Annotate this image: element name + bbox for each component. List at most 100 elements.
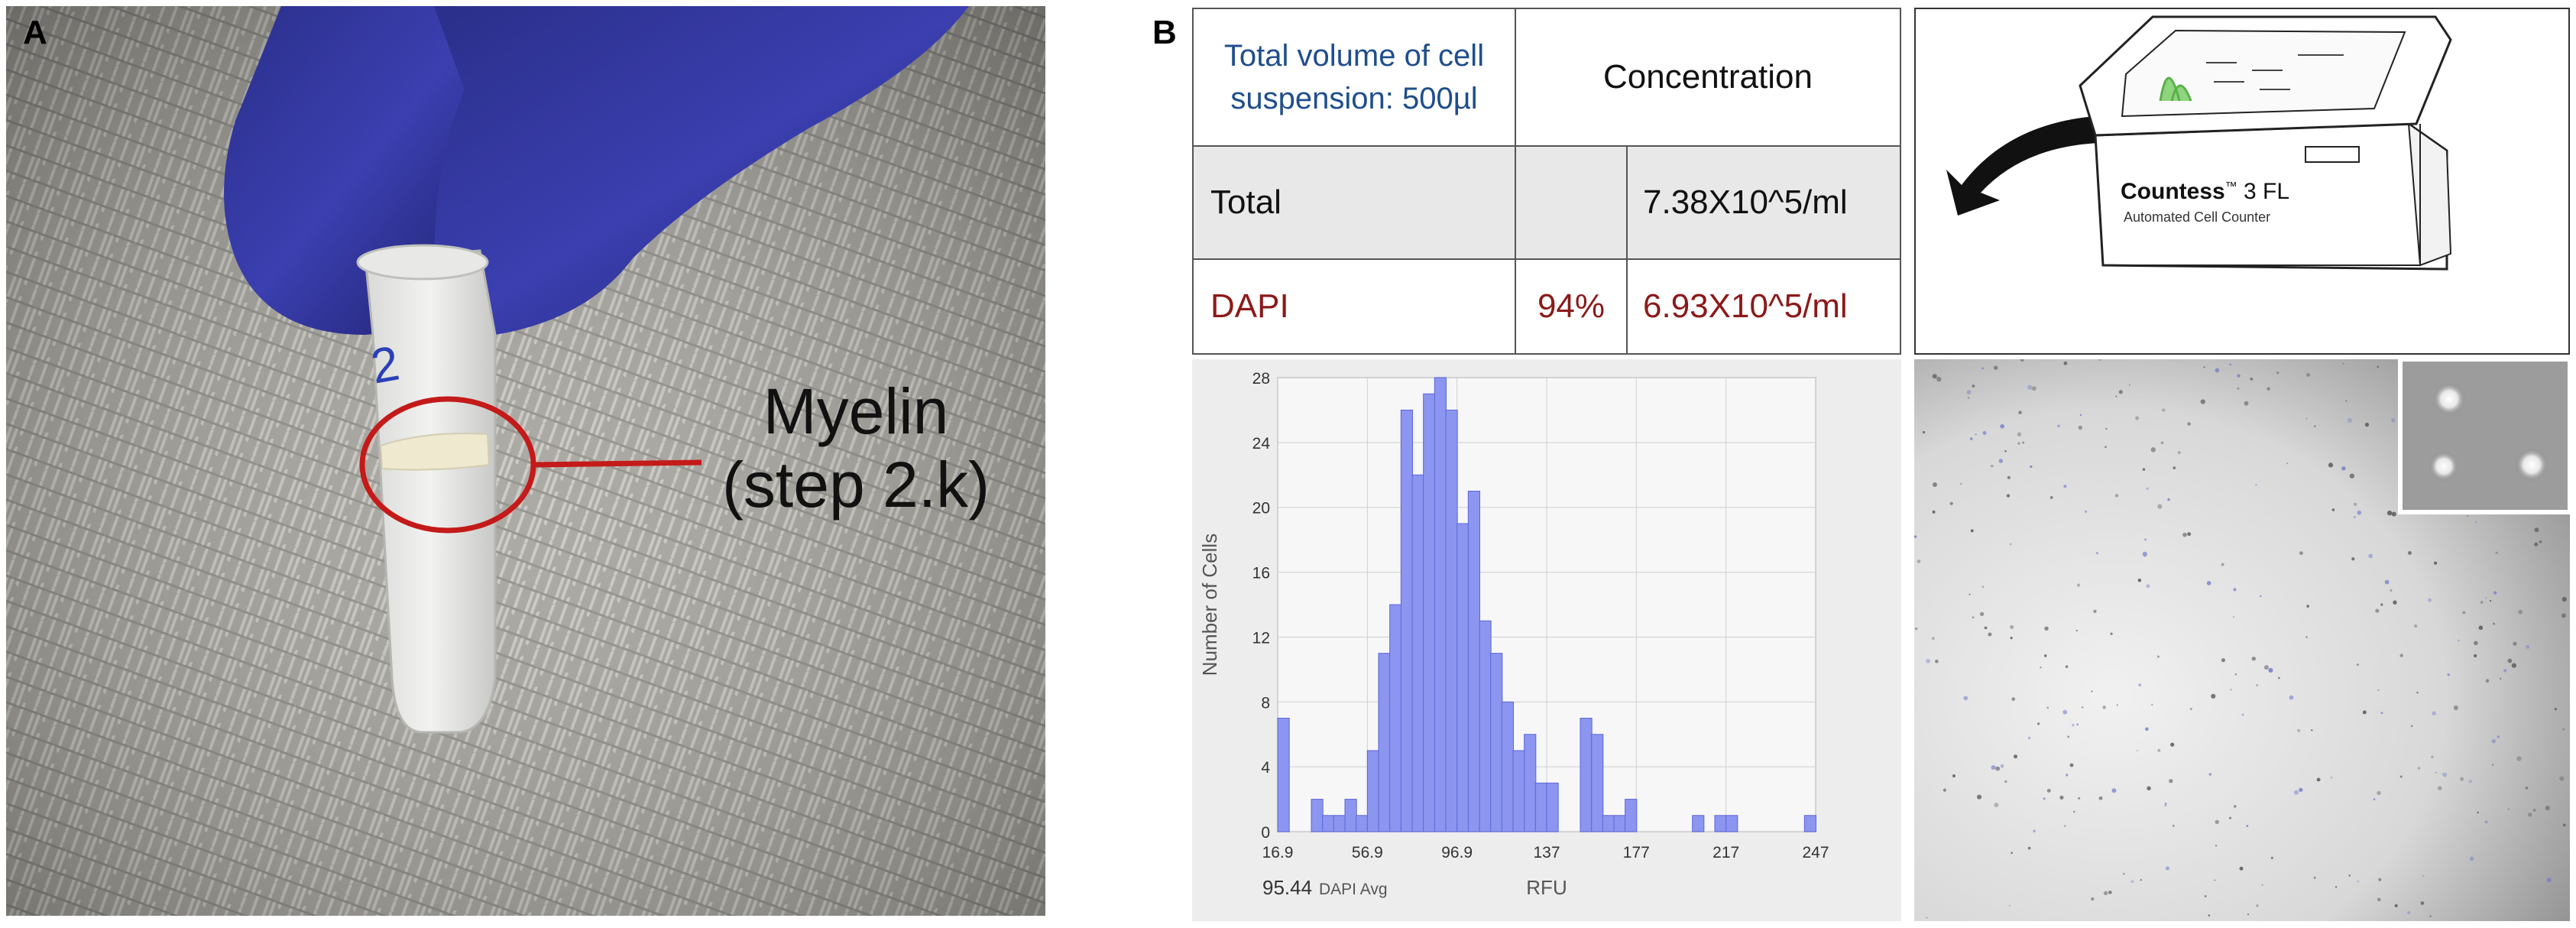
table-row-dapi-percent: 94%: [1516, 260, 1628, 355]
cell-speck: [1984, 626, 1988, 630]
cell-speck: [1966, 390, 1972, 395]
countess-device-drawing: [1946, 15, 2452, 271]
cell-speck: [1991, 765, 1996, 771]
histogram-bar: [1534, 782, 1548, 832]
cell-speck: [2156, 655, 2160, 658]
cell-speck: [2313, 877, 2316, 879]
cell-speck: [2507, 808, 2510, 810]
cell-speck: [2221, 658, 2225, 663]
device-brand: Countess™ 3 FL: [2121, 179, 2289, 205]
cell-speck: [2468, 779, 2473, 784]
histogram-bar: [1546, 782, 1559, 832]
cell-speck: [2044, 626, 2049, 631]
cell-speck: [2263, 665, 2269, 670]
cell-speck: [1970, 529, 1974, 533]
histogram-bar: [1512, 750, 1525, 832]
cell-speck: [2128, 384, 2131, 386]
cell-speck: [2081, 706, 2084, 709]
cell-speck: [2495, 551, 2498, 554]
cell-speck: [2348, 874, 2351, 877]
histogram-bar: [1692, 815, 1705, 832]
cell-speck: [2150, 447, 2156, 453]
cell-speck: [2255, 484, 2257, 486]
y-tick-label: 12: [1252, 629, 1270, 647]
histogram-bar: [1423, 393, 1436, 832]
cell-speck: [2511, 663, 2517, 668]
cell-speck: [2354, 502, 2357, 506]
cell-speck: [1914, 535, 1917, 538]
histogram-bar: [1411, 474, 1424, 832]
y-tick-label: 20: [1252, 500, 1270, 518]
cell-speck: [2375, 608, 2380, 613]
tube-photo-drawing: [6, 6, 1045, 916]
cell-speck: [1972, 385, 1975, 388]
cell-speck: [2299, 551, 2303, 556]
cell-speck: [2380, 603, 2383, 606]
cell-speck: [2105, 446, 2107, 448]
cell-speck: [2377, 365, 2380, 368]
cell-speck: [2221, 563, 2224, 566]
cell-speck: [1963, 696, 1968, 701]
cell-speck: [1931, 637, 1935, 641]
cell-speck: [2489, 599, 2492, 602]
cell-speck: [2000, 423, 2004, 429]
x-axis-label: RFU: [1526, 876, 1567, 899]
cell-speck: [1988, 632, 1992, 637]
table-row-total-value: 7.38X10^5/ml: [1628, 147, 1901, 260]
cell-speck: [2516, 756, 2522, 761]
cell-speck: [1932, 482, 1937, 488]
cell-speck: [2187, 532, 2192, 537]
cell-speck: [2239, 866, 2244, 871]
cell-speck: [2137, 578, 2142, 582]
cell-speck: [2561, 596, 2567, 602]
cell-speck: [2469, 856, 2474, 861]
cell-speck: [2305, 417, 2308, 420]
cell-speck: [2084, 510, 2088, 513]
x-tick-label: 247: [1802, 844, 1829, 861]
histogram-bar: [1456, 523, 1469, 832]
cell-speck: [2545, 805, 2550, 811]
cell-speck: [2142, 551, 2147, 557]
panel-b-letter: B: [1152, 14, 1177, 51]
tube-photo: [6, 6, 1045, 916]
cell-speck: [2078, 797, 2081, 800]
cell-speck: [2431, 755, 2434, 758]
cell-speck: [2062, 709, 2068, 715]
microtube: [364, 249, 497, 734]
cell-speck: [2234, 673, 2237, 676]
cell-speck: [1981, 586, 1985, 589]
histogram-bar: [1467, 491, 1481, 832]
cell-speck: [2499, 677, 2502, 680]
cell-speck: [2391, 511, 2396, 517]
cell-speck: [2377, 689, 2380, 691]
table-row-dapi-value: 6.93X10^5/ml: [1628, 260, 1901, 355]
cell-speck: [2477, 811, 2479, 814]
cell-speck: [1991, 464, 1994, 468]
cell-speck: [2384, 579, 2390, 585]
histogram-bar: [1479, 620, 1492, 832]
cell-speck: [2007, 475, 2011, 479]
cell-speck: [2237, 374, 2241, 378]
cell-speck: [2276, 371, 2280, 375]
cell-speck: [1932, 374, 1937, 379]
concentration-table: Total volume of cell suspension: 500µl C…: [1192, 8, 1901, 355]
cell-speck: [2457, 639, 2460, 642]
cell-speck: [2211, 693, 2216, 699]
cell-speck: [2230, 688, 2232, 691]
x-tick-label: 96.9: [1441, 844, 1473, 861]
table-row-total-percent: [1516, 147, 1628, 260]
cell-speck: [2022, 441, 2025, 444]
histogram-bar: [1378, 653, 1391, 832]
cell-speck: [2165, 866, 2169, 871]
cell-speck: [2377, 897, 2381, 902]
cell-speck: [2347, 417, 2353, 423]
cell-speck: [2539, 540, 2542, 543]
cell-speck: [1993, 365, 1998, 370]
cell-speck: [2040, 666, 2042, 669]
cell-speck: [2145, 727, 2149, 731]
cell-speck: [2306, 373, 2310, 377]
cell-speck: [2108, 891, 2112, 894]
cell-speck: [2157, 504, 2163, 509]
cell-speck: [1975, 433, 1977, 436]
curved-arrow-icon: [1946, 116, 2099, 216]
